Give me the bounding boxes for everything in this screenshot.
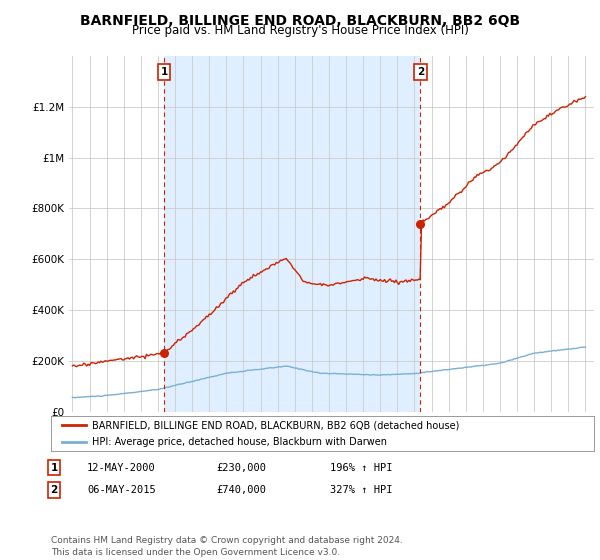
Text: £740,000: £740,000 — [216, 485, 266, 495]
Text: Price paid vs. HM Land Registry's House Price Index (HPI): Price paid vs. HM Land Registry's House … — [131, 24, 469, 37]
Text: 196% ↑ HPI: 196% ↑ HPI — [330, 463, 392, 473]
Text: £230,000: £230,000 — [216, 463, 266, 473]
Text: 2: 2 — [50, 485, 58, 495]
Text: 12-MAY-2000: 12-MAY-2000 — [87, 463, 156, 473]
Text: 06-MAY-2015: 06-MAY-2015 — [87, 485, 156, 495]
Bar — [164, 56, 421, 412]
Text: HPI: Average price, detached house, Blackburn with Darwen: HPI: Average price, detached house, Blac… — [92, 437, 387, 447]
Text: 2: 2 — [417, 67, 424, 77]
Text: BARNFIELD, BILLINGE END ROAD, BLACKBURN, BB2 6QB: BARNFIELD, BILLINGE END ROAD, BLACKBURN,… — [80, 14, 520, 28]
Text: 327% ↑ HPI: 327% ↑ HPI — [330, 485, 392, 495]
Text: BARNFIELD, BILLINGE END ROAD, BLACKBURN, BB2 6QB (detached house): BARNFIELD, BILLINGE END ROAD, BLACKBURN,… — [92, 420, 459, 430]
Text: Contains HM Land Registry data © Crown copyright and database right 2024.
This d: Contains HM Land Registry data © Crown c… — [51, 536, 403, 557]
Text: 1: 1 — [50, 463, 58, 473]
Text: 1: 1 — [161, 67, 168, 77]
